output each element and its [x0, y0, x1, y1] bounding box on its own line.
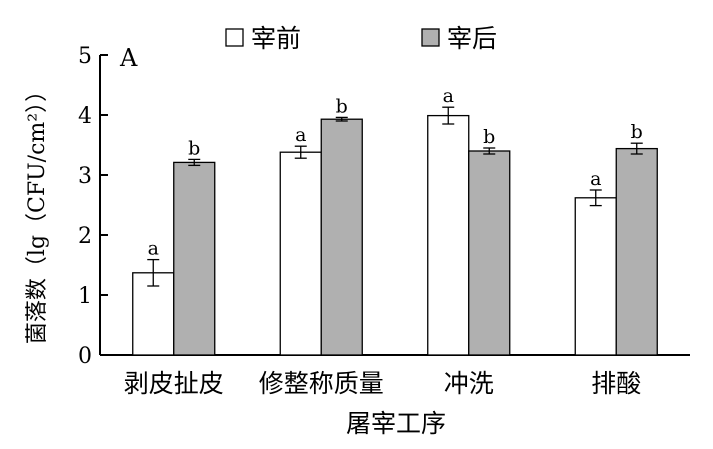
legend-label-before: 宰前 [251, 24, 301, 53]
y-axis-title: 菌落数（lg（CFU/cm²）） [25, 80, 50, 344]
x-category-labels: 剥皮扯皮 修整称质量 冲洗 排酸 [124, 369, 642, 398]
significance-label-after: b [483, 126, 495, 148]
bars [132, 114, 658, 356]
panel-label: A [119, 44, 138, 72]
x-category-label: 冲洗 [444, 369, 494, 398]
legend: 宰前 宰后 [225, 24, 497, 53]
legend-label-after: 宰后 [447, 24, 497, 53]
y-ticks: 0 1 2 3 4 5 [78, 44, 108, 369]
x-category-label: 剥皮扯皮 [124, 369, 224, 398]
bar-after [173, 161, 216, 356]
y-tick-label: 2 [78, 224, 92, 249]
significance-label-before: a [443, 85, 454, 107]
significance-labels: a b a b a b a b [148, 85, 643, 259]
x-category-label: 修整称质量 [259, 369, 384, 398]
bar-before [427, 114, 470, 356]
y-tick-label: 3 [78, 164, 92, 189]
significance-label-after: b [336, 95, 348, 117]
bar-after [615, 147, 658, 356]
significance-label-after: b [631, 121, 643, 143]
bar-before [574, 197, 617, 356]
significance-label-after: b [188, 137, 200, 159]
y-tick-label: 0 [78, 344, 92, 369]
y-tick-label: 4 [78, 104, 92, 129]
significance-label-before: a [590, 168, 601, 190]
significance-label-before: a [295, 124, 306, 146]
significance-label-before: a [148, 238, 159, 260]
bar-before [279, 151, 322, 356]
bar-after [468, 150, 511, 356]
x-category-label: 排酸 [591, 369, 641, 398]
y-tick-label: 5 [78, 44, 92, 69]
legend-swatch-after [421, 28, 440, 47]
bar-after [320, 118, 363, 356]
error-bars [147, 106, 643, 287]
y-tick-label: 1 [78, 284, 92, 309]
x-axis-title: 屠宰工序 [346, 409, 446, 438]
legend-swatch-before [225, 28, 244, 47]
